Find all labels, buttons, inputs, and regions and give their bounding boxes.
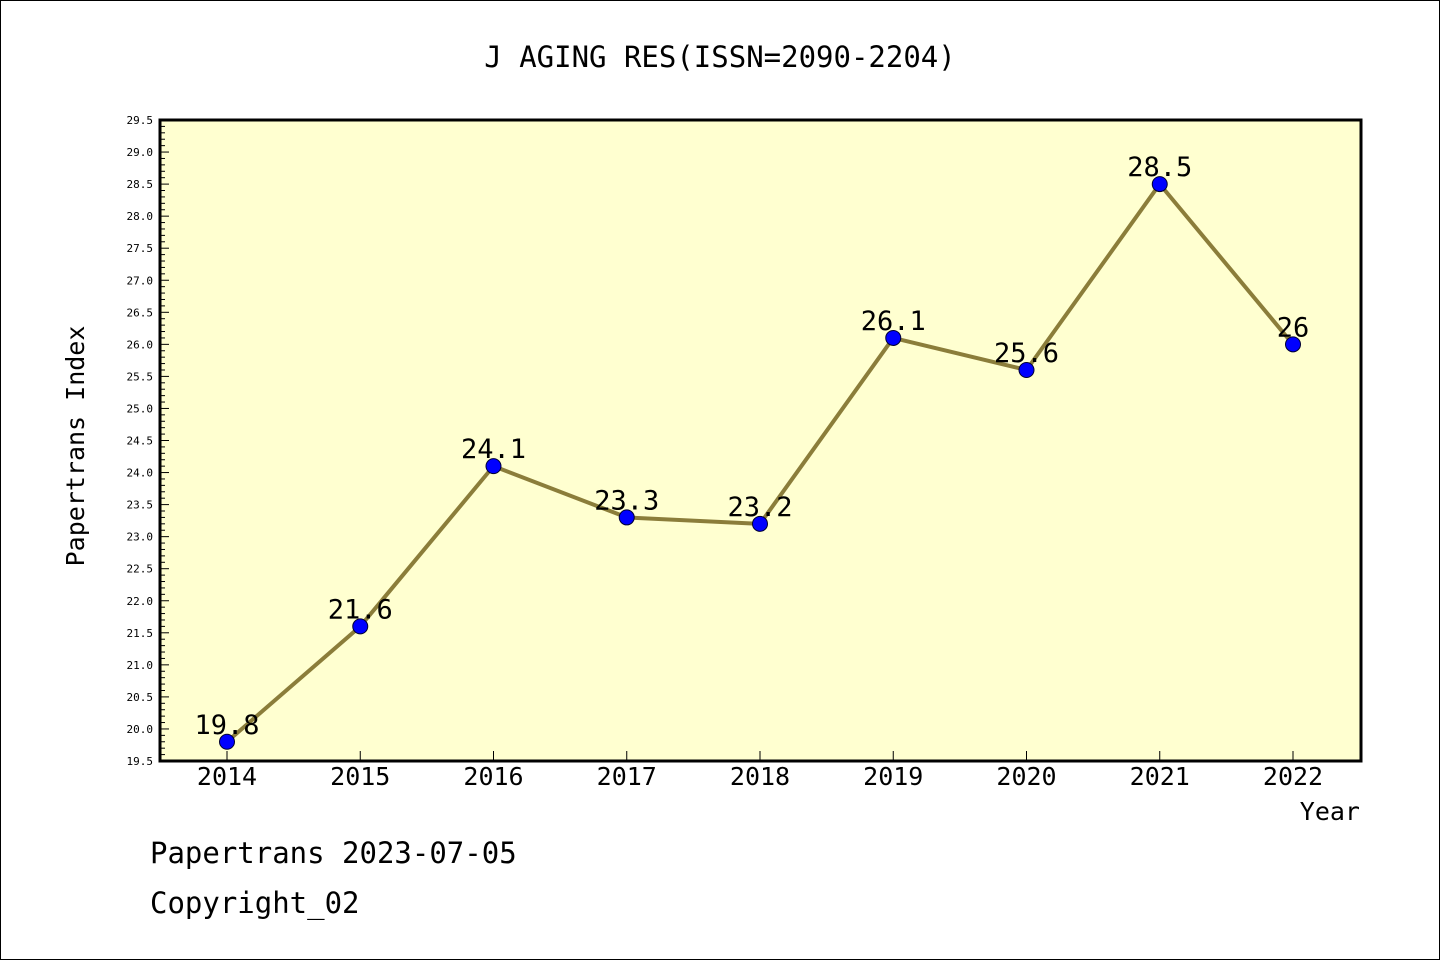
y-tick-label: 23.5 bbox=[127, 499, 154, 512]
chart-title: J AGING RES(ISSN=2090-2204) bbox=[484, 40, 955, 74]
x-tick-label: 2021 bbox=[1130, 762, 1190, 791]
footer-date: Papertrans 2023-07-05 bbox=[150, 836, 517, 870]
y-tick-label: 20.0 bbox=[127, 723, 154, 736]
x-tick-label: 2022 bbox=[1263, 762, 1323, 791]
y-tick-label: 22.5 bbox=[127, 563, 154, 576]
y-axis-ticks: 19.5 20.0 20.5 21.0 21.5 22.0 22.5 23.0 23.5 24.0… bbox=[127, 114, 169, 768]
y-tick-label: 27.0 bbox=[127, 274, 154, 287]
y-tick-label: 25.0 bbox=[127, 402, 154, 415]
data-label: 28.5 bbox=[1127, 152, 1192, 183]
y-axis-label: Papertrans Index bbox=[61, 326, 90, 567]
y-tick-label: 26.0 bbox=[127, 338, 154, 351]
y-tick-label: 24.5 bbox=[127, 435, 154, 448]
y-tick-label: 28.0 bbox=[127, 210, 154, 223]
y-tick-label: 27.5 bbox=[127, 242, 154, 255]
data-label: 26 bbox=[1277, 312, 1310, 343]
x-tick-label: 2015 bbox=[330, 762, 390, 791]
y-tick-label: 22.0 bbox=[127, 595, 154, 608]
data-point bbox=[618, 509, 635, 526]
series-papertrans-index bbox=[219, 176, 1301, 750]
y-tick-label: 29.5 bbox=[127, 114, 154, 127]
data-point bbox=[485, 458, 502, 475]
y-tick-label: 28.5 bbox=[127, 178, 154, 191]
y-tick-label: 25.5 bbox=[127, 370, 154, 383]
data-label: 21.6 bbox=[328, 594, 393, 625]
data-label: 25.6 bbox=[994, 338, 1059, 369]
x-tick-label: 2017 bbox=[597, 762, 657, 791]
data-point bbox=[1018, 361, 1035, 378]
x-tick-label: 2018 bbox=[730, 762, 790, 791]
data-point bbox=[352, 618, 369, 635]
y-tick-label: 20.5 bbox=[127, 691, 154, 704]
footer-copyright: Copyright_02 bbox=[150, 886, 360, 920]
data-label: 24.1 bbox=[461, 434, 526, 465]
data-label: 23.2 bbox=[727, 492, 792, 523]
x-axis-label: Year bbox=[1300, 797, 1360, 826]
x-tick-label: 2020 bbox=[996, 762, 1056, 791]
data-label: 23.3 bbox=[594, 485, 659, 516]
data-point bbox=[885, 329, 902, 346]
x-tick-label: 2019 bbox=[863, 762, 923, 791]
plot-border bbox=[158, 118, 1363, 763]
y-tick-label: 29.0 bbox=[127, 146, 154, 159]
y-tick-label: 21.5 bbox=[127, 627, 154, 640]
x-axis-ticks: 2014 2015 2016 2017 2018 2019 2020 2021 2022 bbox=[197, 751, 1323, 791]
data-point bbox=[1285, 336, 1301, 353]
y-tick-label: 21.0 bbox=[127, 659, 154, 672]
y-tick-label: 23.0 bbox=[127, 531, 154, 544]
y-tick-label: 19.5 bbox=[127, 755, 154, 768]
y-tick-label: 24.0 bbox=[127, 467, 154, 480]
plot-area bbox=[160, 120, 1361, 761]
y-tick-label: 26.5 bbox=[127, 306, 154, 319]
data-point bbox=[752, 515, 768, 532]
data-label: 19.8 bbox=[194, 710, 259, 741]
data-labels: 19.8 21.6 24.1 23.3 23.2 26.1 25.6 28.5 26 bbox=[194, 152, 1309, 741]
data-point bbox=[219, 733, 235, 750]
data-label: 26.1 bbox=[861, 306, 926, 337]
data-point bbox=[1151, 176, 1168, 193]
x-tick-label: 2016 bbox=[463, 762, 523, 791]
x-tick-label: 2014 bbox=[197, 762, 257, 791]
